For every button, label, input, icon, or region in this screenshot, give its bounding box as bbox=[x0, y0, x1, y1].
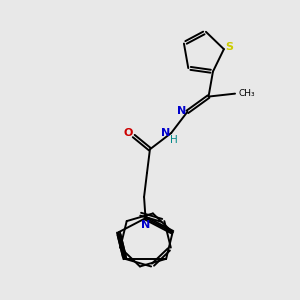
Text: N: N bbox=[160, 128, 170, 138]
Text: N: N bbox=[177, 106, 186, 116]
Text: CH₃: CH₃ bbox=[238, 89, 255, 98]
Text: O: O bbox=[124, 128, 133, 137]
Text: S: S bbox=[225, 42, 233, 52]
Text: H: H bbox=[170, 135, 178, 145]
Text: N: N bbox=[141, 220, 150, 230]
